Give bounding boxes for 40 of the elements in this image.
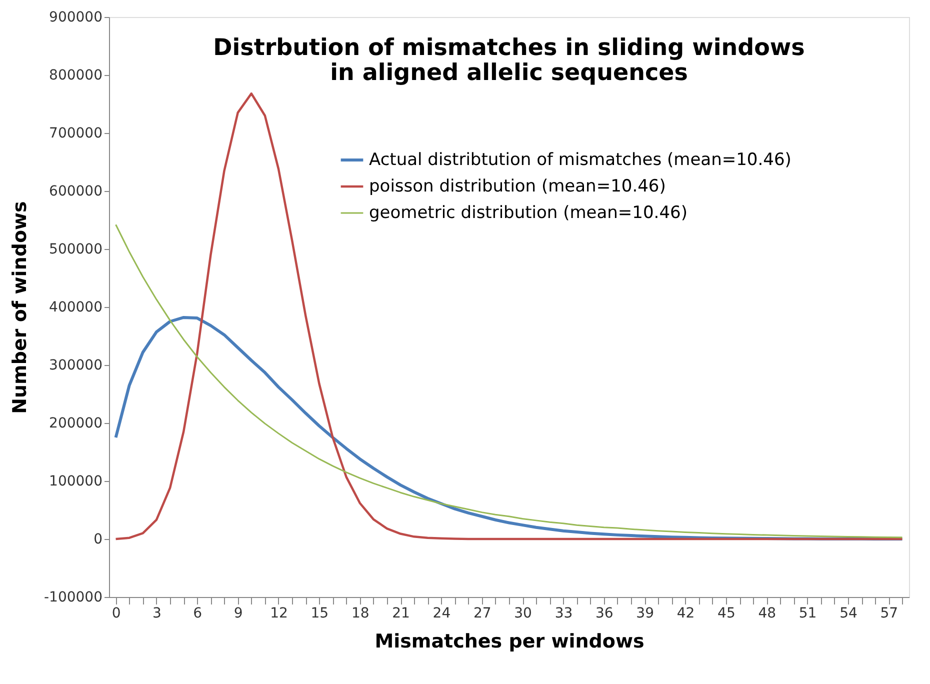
x-tick-label: 42 xyxy=(676,606,695,622)
y-tick-label: 200000 xyxy=(49,416,102,432)
x-tick-label: 6 xyxy=(193,606,202,622)
legend-label: Actual distribtution of mismatches (mean=10.46) xyxy=(369,150,792,170)
x-tick-label: 18 xyxy=(351,606,370,622)
x-tick-label: 30 xyxy=(514,606,532,622)
x-tick-label: 57 xyxy=(880,606,898,622)
y-tick-label: -100000 xyxy=(44,590,102,606)
x-tick-label: 12 xyxy=(270,606,288,622)
x-tick-label: 39 xyxy=(636,606,654,622)
x-tick-label: 21 xyxy=(392,606,410,622)
x-tick-label: 36 xyxy=(596,606,614,622)
y-tick-label: 900000 xyxy=(49,10,102,26)
y-tick-label: 500000 xyxy=(49,242,102,258)
y-tick-label: 0 xyxy=(94,532,102,548)
y-tick-label: 300000 xyxy=(49,358,102,374)
text: in aligned allelic sequences xyxy=(330,60,688,86)
x-tick-label: 45 xyxy=(718,606,736,622)
x-tick-label: 33 xyxy=(554,606,573,622)
x-axis-title: Mismatches per windows xyxy=(374,630,644,652)
x-tick-label: 54 xyxy=(840,606,858,622)
x-tick-label: 24 xyxy=(432,606,451,622)
line-series xyxy=(114,92,904,540)
legend-label: geometric distribution (mean=10.46) xyxy=(369,203,688,223)
x-tick-label: 9 xyxy=(234,606,243,622)
legend-label: poisson distribution (mean=10.46) xyxy=(369,176,666,196)
text: Distrbution of mismatches in sliding windows xyxy=(213,35,805,61)
line-series xyxy=(115,224,903,538)
y-tick-label: 400000 xyxy=(49,300,102,316)
x-tick-label: 3 xyxy=(152,606,162,622)
y-tick-label: 800000 xyxy=(49,68,102,84)
x-tick-label: 27 xyxy=(473,606,492,622)
x-tick-label: 48 xyxy=(758,606,776,622)
y-tick-label: 700000 xyxy=(49,126,102,142)
y-axis-title: Number of windows xyxy=(9,201,32,414)
x-tick-label: 51 xyxy=(798,606,817,622)
y-tick-label: 600000 xyxy=(49,184,102,200)
x-tick-label: 15 xyxy=(310,606,329,622)
y-tick-label: 100000 xyxy=(49,474,102,490)
x-tick-label: 0 xyxy=(112,606,121,622)
